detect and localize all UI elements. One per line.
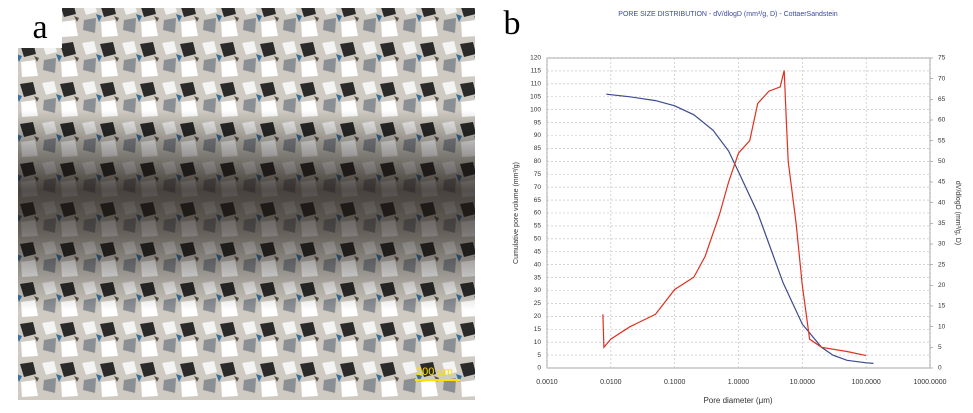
y-tick-label: 95 xyxy=(534,119,542,126)
y2-tick-label: 50 xyxy=(938,158,946,165)
data-line xyxy=(602,70,867,357)
y2-tick-label: 60 xyxy=(938,117,946,124)
y-tick-label: 25 xyxy=(534,300,542,307)
y-tick-label: 40 xyxy=(534,261,542,268)
y-tick-label: 10 xyxy=(534,339,542,346)
y2-tick-label: 20 xyxy=(938,282,946,289)
y-tick-label: 0 xyxy=(537,365,541,372)
x-tick-label: 10.0000 xyxy=(790,379,815,386)
x-tick-label: 1000.0000 xyxy=(913,379,946,386)
y-axis-label: Cumulative pore volume (mm³/g) xyxy=(513,162,520,264)
y-tick-label: 120 xyxy=(530,55,541,62)
y2-tick-label: 35 xyxy=(938,220,946,227)
micrograph-band xyxy=(18,110,475,310)
y-tick-label: 80 xyxy=(534,158,542,165)
y-tick-label: 15 xyxy=(534,326,542,333)
y2-tick-label: 25 xyxy=(938,261,946,268)
x-tick-label: 0.1000 xyxy=(664,379,686,386)
y-tick-label: 105 xyxy=(530,93,541,100)
y2-tick-label: 10 xyxy=(938,323,946,330)
panel-label-box xyxy=(18,8,62,48)
x-tick-label: 1.0000 xyxy=(728,379,750,386)
panel-label: b xyxy=(504,5,521,42)
x-tick-label: 100.0000 xyxy=(852,379,881,386)
y-tick-label: 30 xyxy=(534,287,542,294)
y-tick-label: 65 xyxy=(534,197,542,204)
y2-tick-label: 30 xyxy=(938,241,946,248)
y2-tick-label: 40 xyxy=(938,199,946,206)
y2-tick-label: 55 xyxy=(938,137,946,144)
y-tick-label: 70 xyxy=(534,184,542,191)
y-tick-label: 110 xyxy=(531,81,542,88)
y-tick-label: 115 xyxy=(531,68,542,75)
y-tick-label: 60 xyxy=(534,210,542,217)
scale-bar-label: 200 μm xyxy=(416,366,453,378)
y-tick-label: 85 xyxy=(534,145,542,152)
y-tick-label: 50 xyxy=(534,236,542,243)
y-tick-label: 75 xyxy=(534,171,542,178)
x-tick-label: 0.0010 xyxy=(536,379,558,386)
y-tick-label: 20 xyxy=(534,313,542,320)
panel-label: a xyxy=(32,9,47,46)
x-axis-label: Pore diameter (μm) xyxy=(703,396,772,405)
y-tick-label: 90 xyxy=(534,132,542,139)
y-tick-label: 35 xyxy=(534,274,542,281)
y-tick-label: 100 xyxy=(530,106,541,113)
y2-tick-label: 45 xyxy=(938,179,946,186)
y2-tick-label: 70 xyxy=(938,75,946,82)
y-tick-label: 45 xyxy=(534,248,542,255)
chart-title: PORE SIZE DISTRIBUTION - dV/dlogD (mm³/g… xyxy=(618,11,837,18)
y2-tick-label: 5 xyxy=(938,344,942,351)
y2-tick-label: 15 xyxy=(938,303,946,310)
y-tick-label: 5 xyxy=(537,352,541,359)
data-line xyxy=(606,93,874,364)
y-tick-label: 55 xyxy=(534,223,542,230)
x-tick-label: 0.0100 xyxy=(600,379,622,386)
y2-axis-label: dV/dlogD (mm³/g, D) xyxy=(954,181,961,245)
y2-tick-label: 0 xyxy=(938,365,942,372)
y2-tick-label: 65 xyxy=(938,96,946,103)
y2-tick-label: 75 xyxy=(938,55,946,62)
